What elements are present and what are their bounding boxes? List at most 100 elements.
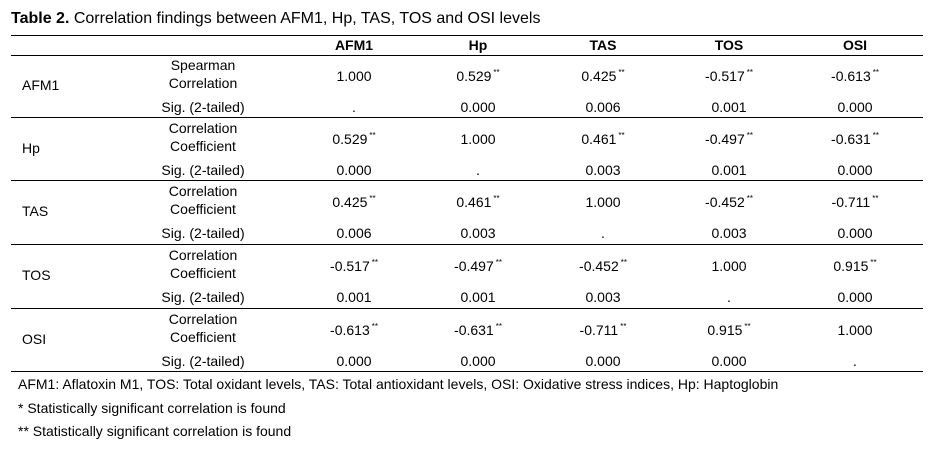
coefficient-value: -0.613 — [330, 322, 370, 338]
coefficient-cell: -0.613 ** — [330, 322, 378, 338]
significance-marker: ** — [369, 131, 376, 140]
p-value-cell: 0.000 — [837, 225, 873, 241]
sig-two-tailed-label: Sig. (2-tailed) — [161, 225, 245, 241]
header-rule — [11, 55, 923, 56]
coefficient-value: -0.517 — [330, 258, 370, 274]
table-caption-text: Correlation findings between AFM1, Hp, T… — [73, 10, 541, 27]
coefficient-value: -0.613 — [831, 68, 871, 84]
significance-marker: ** — [493, 68, 500, 77]
group-rule — [11, 244, 923, 245]
column-header: TAS — [589, 37, 617, 53]
significance-marker: ** — [870, 258, 877, 267]
coefficient-value: -0.452 — [705, 194, 745, 210]
significance-marker: ** — [746, 68, 753, 77]
p-value-cell: 0.001 — [711, 162, 747, 178]
coefficient-cell: -0.631 ** — [831, 131, 879, 147]
coefficient-cell: -0.497 ** — [454, 258, 502, 274]
row-group-label: AFM1 — [22, 77, 60, 93]
coefficient-cell: 1.000 — [837, 322, 872, 338]
p-value-cell: 0.001 — [336, 289, 372, 305]
coefficient-cell: -0.613 ** — [831, 68, 879, 84]
coefficient-cell: 1.000 — [336, 68, 371, 84]
sig-two-tailed-label: Sig. (2-tailed) — [161, 353, 245, 369]
p-value-cell: 0.000 — [837, 162, 873, 178]
sig-two-tailed-label: Sig. (2-tailed) — [161, 162, 245, 178]
coefficient-value: -0.631 — [831, 131, 871, 147]
coefficient-value: -0.517 — [705, 68, 745, 84]
table-footnote-abbreviations: AFM1: Aflatoxin M1, TOS: Total oxidant l… — [18, 376, 779, 392]
p-value-cell: 0.003 — [711, 225, 747, 241]
significance-marker: ** — [618, 131, 625, 140]
coefficient-value: -0.631 — [454, 322, 494, 338]
statistic-label-line1: Correlation — [168, 311, 238, 327]
coefficient-value: -0.711 — [579, 322, 619, 338]
p-value-cell: 0.006 — [585, 99, 621, 115]
column-header: Hp — [468, 37, 488, 53]
column-header: TOS — [714, 37, 744, 53]
column-header: AFM1 — [334, 37, 374, 53]
p-value-cell: 0.003 — [585, 162, 621, 178]
significance-marker: ** — [495, 322, 502, 331]
coefficient-cell: 1.000 — [711, 258, 746, 274]
statistic-label-line2: Coefficient — [170, 138, 236, 154]
group-rule — [11, 308, 923, 309]
coefficient-cell: -0.517 ** — [705, 68, 753, 84]
statistic-label-line1: Correlation — [168, 247, 238, 263]
coefficient-value: 0.915 — [833, 258, 869, 274]
significance-marker: ** — [620, 322, 627, 331]
coefficient-cell: -0.631 ** — [454, 322, 502, 338]
coefficient-value: 1.000 — [336, 68, 372, 84]
coefficient-cell: -0.497 ** — [705, 131, 753, 147]
significance-marker: ** — [872, 68, 879, 77]
row-group-label: Hp — [22, 140, 40, 156]
significance-marker: ** — [493, 194, 500, 203]
coefficient-value: 1.000 — [585, 194, 621, 210]
p-value-cell: 0.001 — [460, 289, 496, 305]
table-footnote-single-asterisk: * Statistically significant correlation … — [18, 400, 286, 416]
coefficient-cell: 0.529 ** — [332, 131, 375, 147]
coefficient-cell: 1.000 — [585, 194, 620, 210]
significance-marker: ** — [369, 194, 376, 203]
coefficient-cell: 0.425 ** — [581, 68, 624, 84]
coefficient-cell: 0.425 ** — [332, 194, 375, 210]
group-rule — [11, 117, 923, 118]
significance-marker: ** — [495, 258, 502, 267]
coefficient-cell: 0.529 ** — [456, 68, 499, 84]
p-value-cell: 0.006 — [336, 225, 372, 241]
table-caption: Table 2. Correlation findings between AF… — [11, 10, 540, 28]
coefficient-value: 0.461 — [581, 131, 617, 147]
coefficient-value: 1.000 — [460, 131, 496, 147]
statistic-label-line2: Coefficient — [170, 329, 236, 345]
significance-marker: ** — [620, 258, 627, 267]
p-value-cell: 0.000 — [711, 353, 747, 369]
coefficient-cell: -0.517 ** — [330, 258, 378, 274]
p-value-cell: . — [352, 99, 356, 115]
sig-two-tailed-label: Sig. (2-tailed) — [161, 99, 245, 115]
p-value-cell: 0.000 — [460, 99, 496, 115]
significance-marker: ** — [371, 258, 378, 267]
coefficient-value: -0.711 — [831, 194, 871, 210]
p-value-cell: 0.001 — [711, 99, 747, 115]
table-footnote-double-asterisk: ** Statistically significant correlation… — [18, 423, 292, 439]
significance-marker: ** — [872, 194, 879, 203]
coefficient-value: 0.461 — [456, 194, 492, 210]
coefficient-value: -0.497 — [454, 258, 494, 274]
sig-two-tailed-label: Sig. (2-tailed) — [161, 289, 245, 305]
coefficient-cell: 0.461 ** — [581, 131, 624, 147]
coefficient-cell: -0.452 ** — [579, 258, 627, 274]
coefficient-cell: 0.915 ** — [707, 322, 750, 338]
significance-marker: ** — [618, 68, 625, 77]
coefficient-cell: 1.000 — [460, 131, 495, 147]
coefficient-value: 0.915 — [707, 322, 743, 338]
coefficient-value: -0.452 — [579, 258, 619, 274]
p-value-cell: . — [601, 225, 605, 241]
table-bottom-rule — [11, 371, 923, 372]
p-value-cell: . — [853, 353, 857, 369]
p-value-cell: 0.000 — [837, 99, 873, 115]
table-top-rule — [11, 35, 923, 36]
coefficient-value: -0.497 — [705, 131, 745, 147]
coefficient-value: 0.529 — [456, 68, 492, 84]
coefficient-value: 0.425 — [581, 68, 617, 84]
p-value-cell: 0.000 — [336, 353, 372, 369]
row-group-label: TAS — [22, 203, 49, 219]
